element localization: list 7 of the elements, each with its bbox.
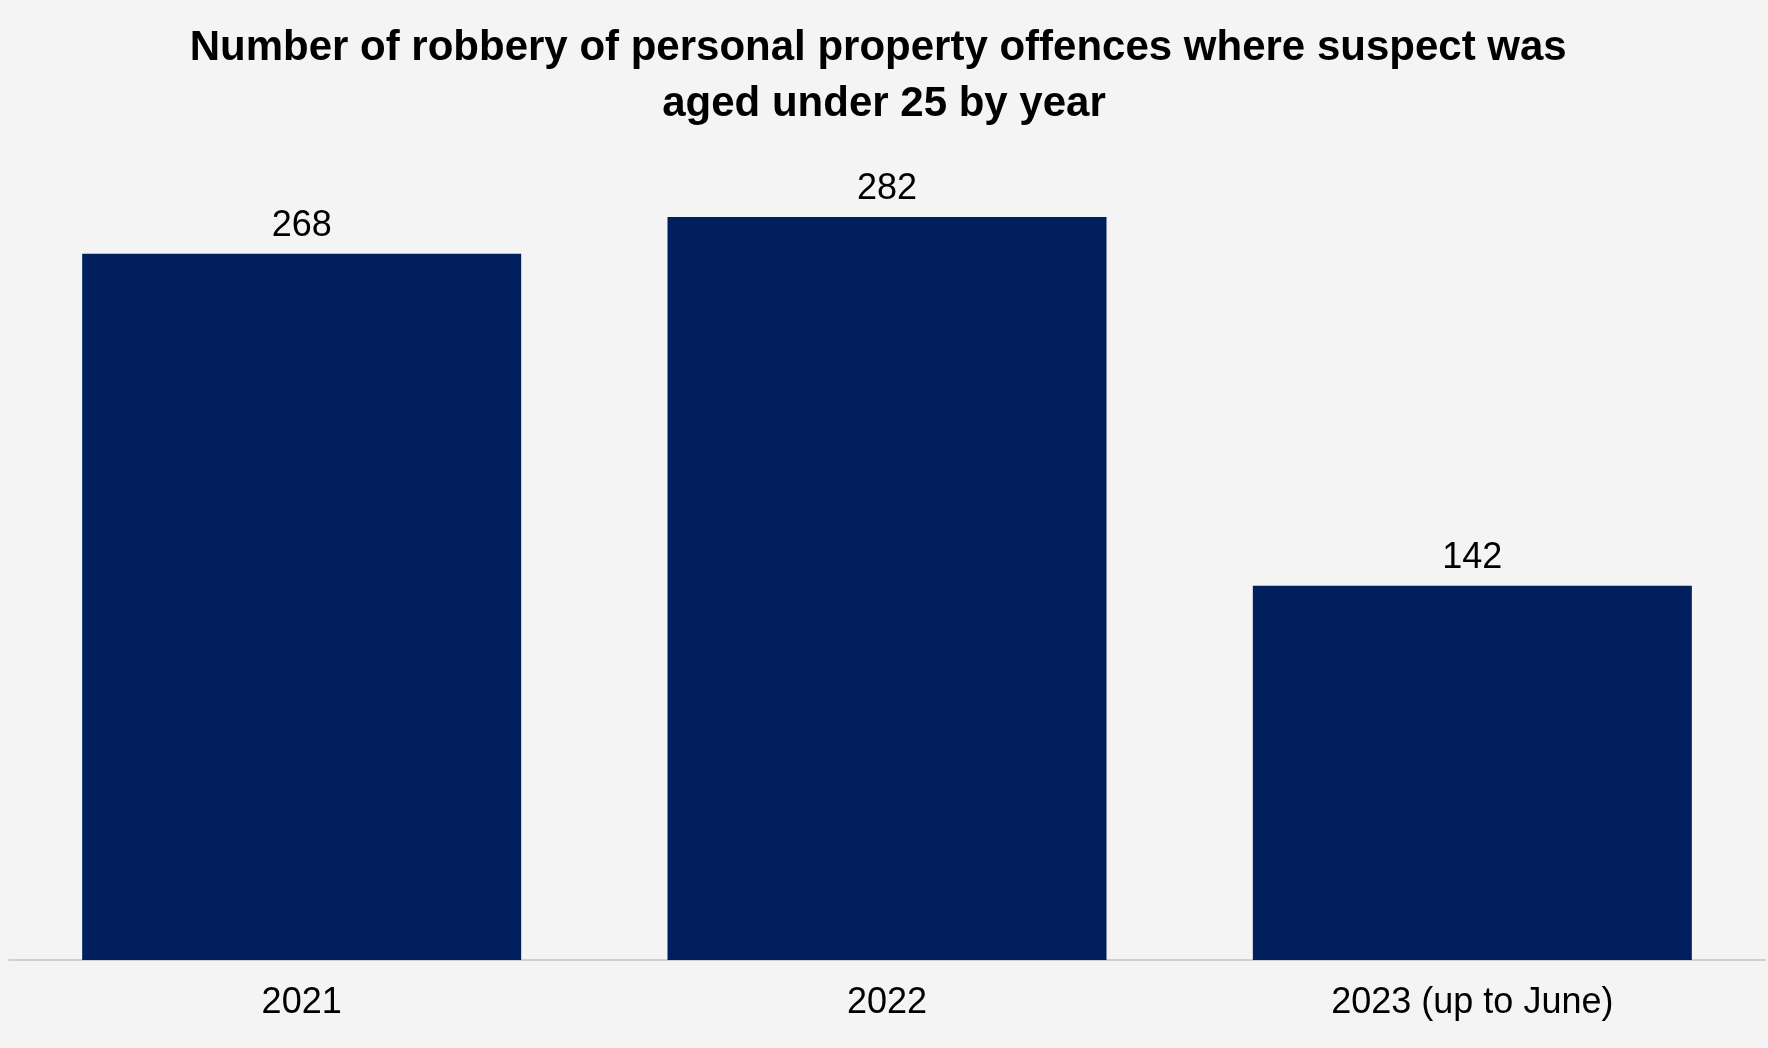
x-tick-label: 2023 (up to June): [1331, 979, 1614, 1021]
data-label: 268: [271, 203, 332, 245]
data-label: 282: [856, 166, 918, 208]
x-tick-label: 2021: [261, 979, 342, 1021]
chart-title: Number of robbery of personal property offences where suspect was aged under 25 by year: [189, 21, 1579, 125]
x-tick-label: 2022: [846, 979, 928, 1021]
data-label: 142: [1442, 535, 1503, 577]
